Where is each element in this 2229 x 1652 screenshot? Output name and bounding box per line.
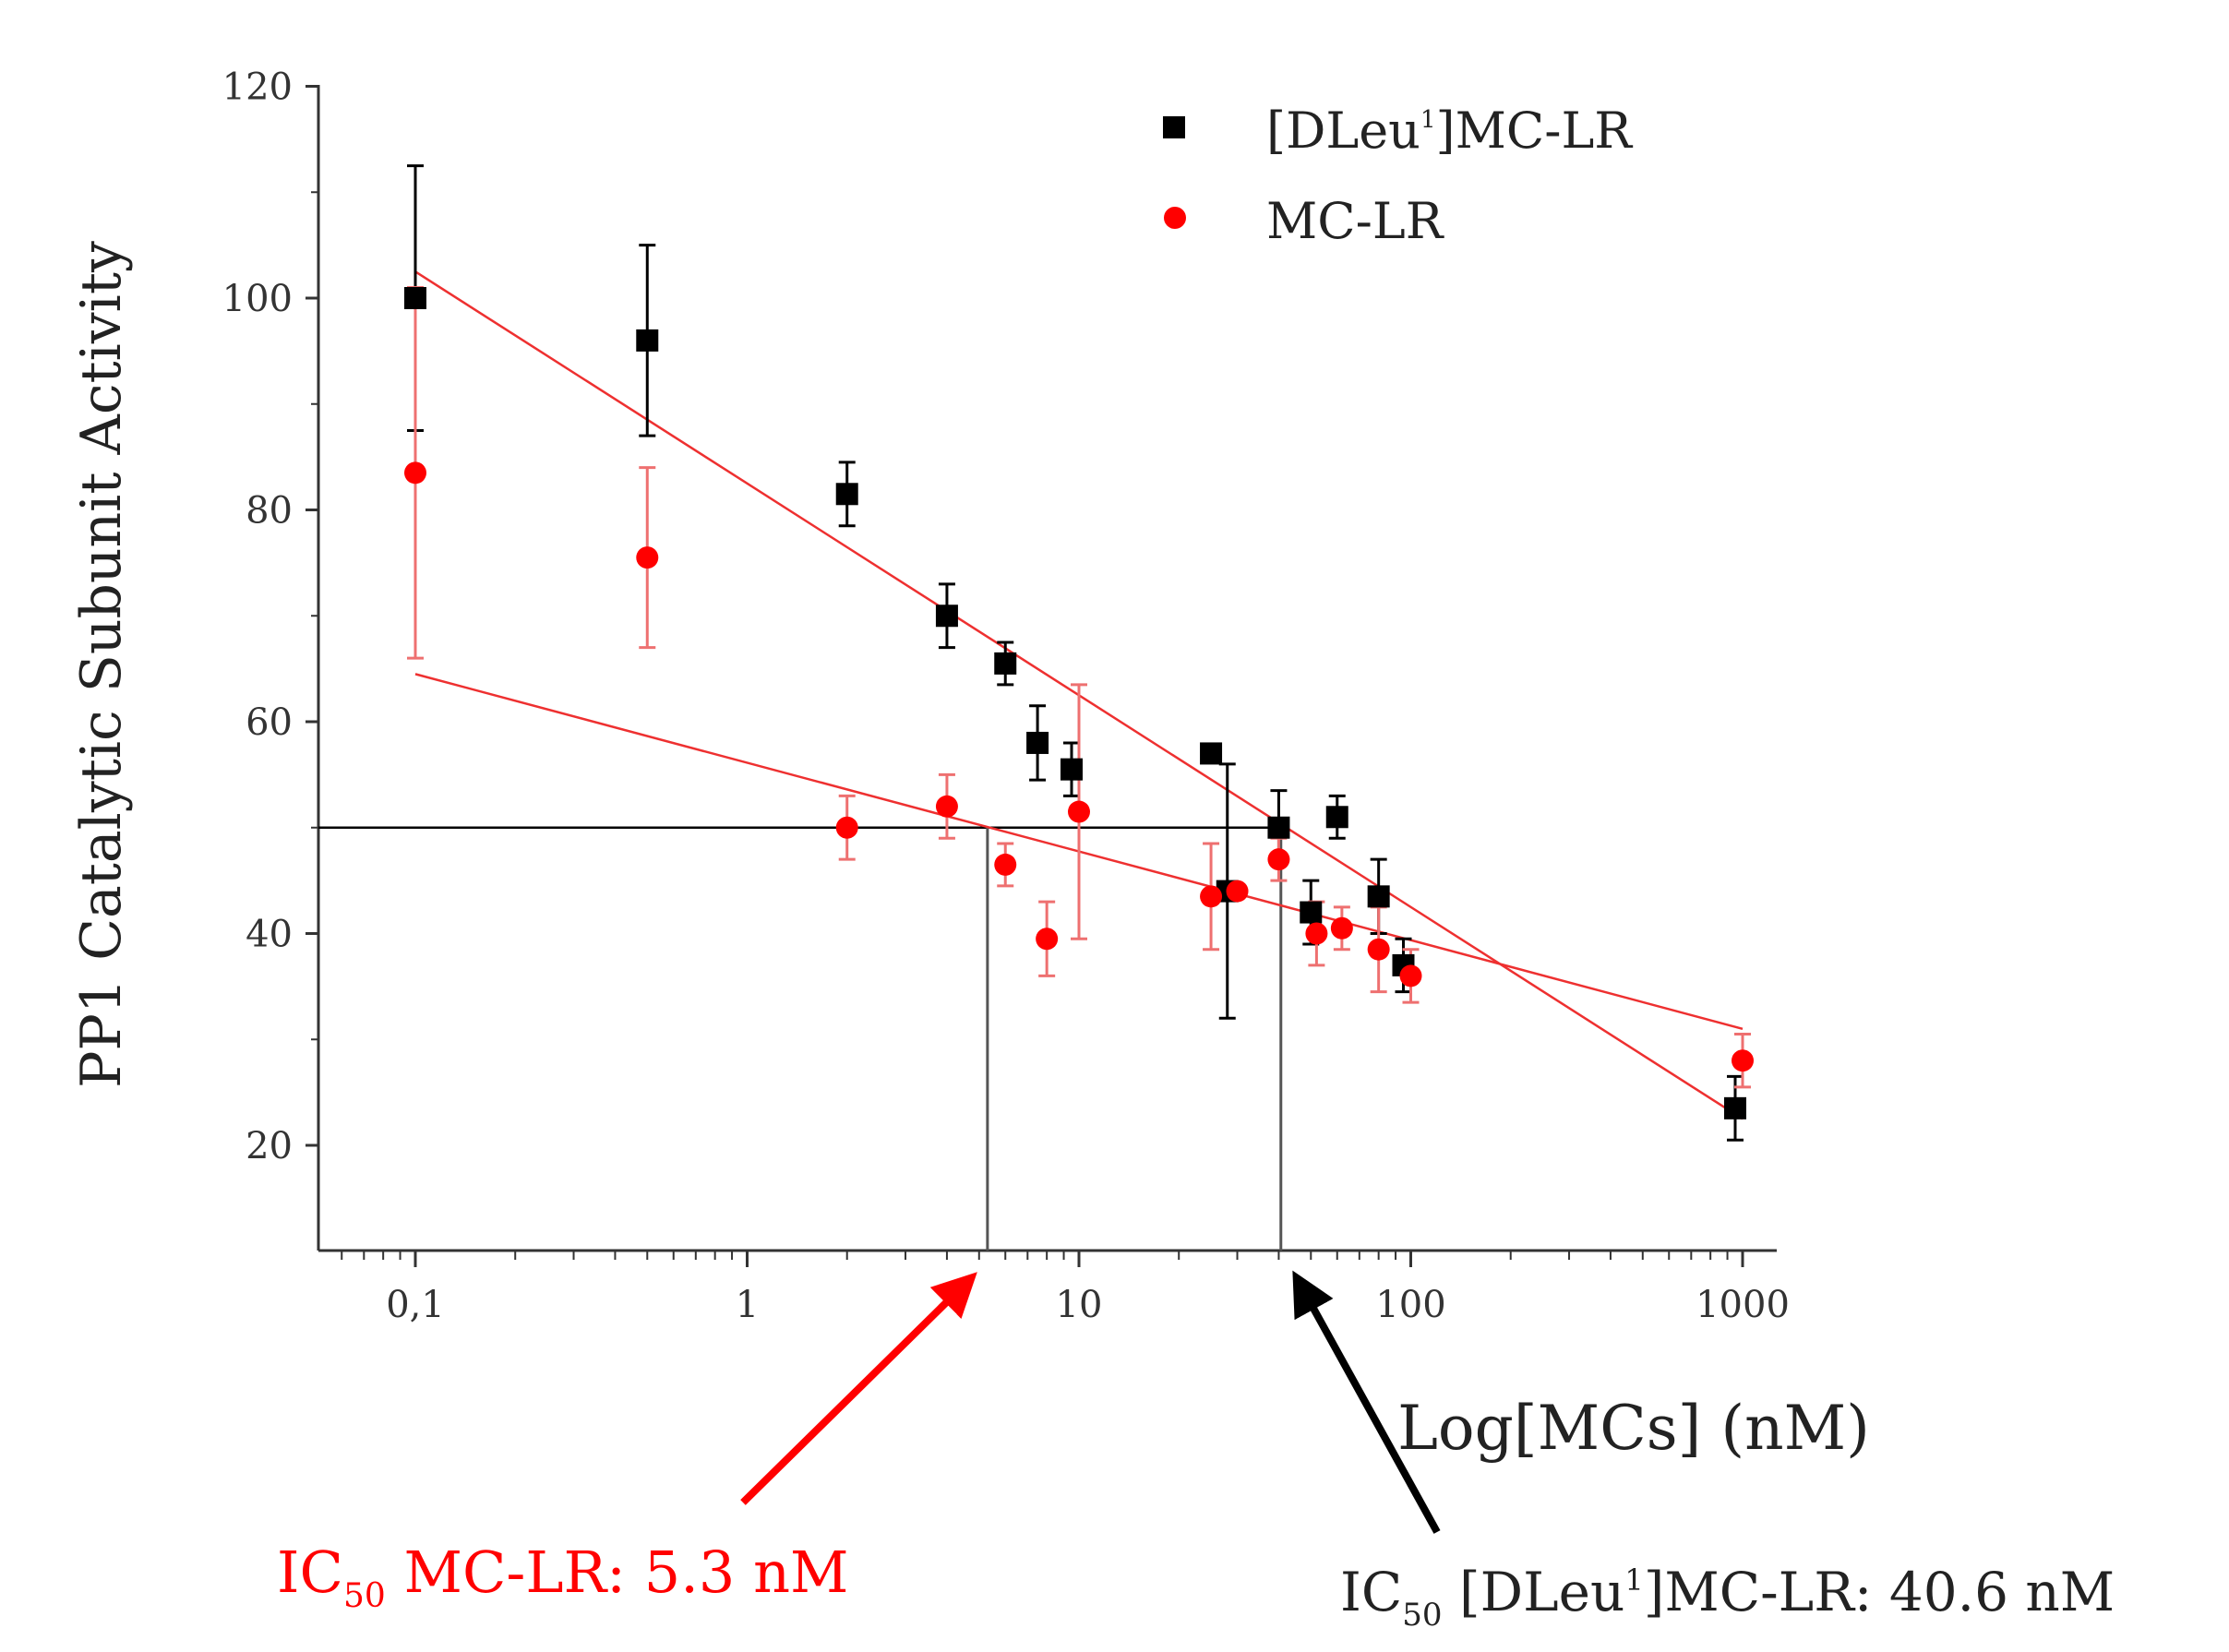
y-tick-label: 120	[222, 66, 293, 109]
data-point-mclr	[1305, 922, 1328, 945]
data-point-dleu-mclr	[994, 652, 1017, 675]
data-point-mclr	[1226, 880, 1249, 903]
data-point-dleu-mclr	[1267, 816, 1290, 839]
legend-label-mclr: MC-LR	[1266, 192, 1444, 250]
legend: [DLeu1]MC-LR MC-LR	[1163, 102, 1633, 250]
data-point-mclr	[1399, 964, 1422, 988]
data-point-mclr	[1200, 885, 1223, 908]
legend-marker-dleu	[1163, 116, 1185, 138]
annotation-ic50-dleu: IC50 [DLeu1]MC-LR: 40.6 nM	[1340, 1561, 2115, 1634]
reference-lines	[318, 826, 1283, 1251]
y-ticks: 20 40 60 80 100 120	[222, 66, 318, 1167]
x-axis-label: Log[MCs] (nM)	[1397, 1393, 1870, 1464]
y-tick-label: 100	[222, 278, 293, 320]
y-tick-label: 60	[246, 701, 293, 744]
data-point-mclr	[1732, 1049, 1754, 1072]
data-point-dleu-mclr	[1300, 901, 1323, 924]
data-point-mclr	[1367, 938, 1390, 961]
data-point-dleu-mclr	[1367, 885, 1390, 908]
data-point-dleu-mclr	[1200, 742, 1223, 765]
x-tick-label: 100	[1375, 1284, 1445, 1326]
data-point-mclr	[835, 816, 858, 839]
data-point-dleu-mclr	[1723, 1096, 1746, 1119]
data-point-dleu-mclr	[1026, 731, 1049, 754]
y-tick-label: 80	[246, 490, 293, 533]
data-point-mclr	[404, 461, 426, 485]
y-tick-label: 20	[246, 1125, 293, 1167]
x-tick-label: 1	[736, 1284, 759, 1326]
data-points	[404, 287, 1754, 1119]
axes	[317, 85, 1777, 1252]
data-point-mclr	[935, 795, 958, 818]
x-tick-label: 1000	[1696, 1284, 1790, 1326]
data-point-dleu-mclr	[1325, 806, 1348, 829]
x-tick-label: 10	[1056, 1284, 1103, 1326]
data-point-mclr	[1068, 800, 1090, 823]
data-point-mclr	[1330, 916, 1353, 940]
y-tick-label: 40	[246, 914, 293, 956]
data-point-mclr	[994, 853, 1017, 876]
data-point-mclr	[1036, 928, 1059, 951]
data-point-dleu-mclr	[835, 483, 858, 506]
data-point-dleu-mclr	[935, 605, 958, 628]
data-point-dleu-mclr	[636, 329, 659, 352]
data-point-mclr	[636, 546, 659, 569]
data-point-mclr	[1267, 848, 1290, 871]
annotation-ic50-mclr: IC50 MC-LR: 5.3 nM	[277, 1538, 849, 1615]
error-bars	[407, 164, 1751, 1142]
arrow-ic50-dleu	[1292, 1270, 1441, 1534]
legend-marker-mclr	[1164, 207, 1186, 229]
y-axis-label: PP1 Catalytic Subunit Activity	[69, 241, 134, 1088]
legend-label-dleu: [DLeu1]MC-LR	[1266, 102, 1633, 160]
arrow-ic50-mclr	[740, 1272, 977, 1505]
data-point-dleu-mclr	[1060, 758, 1083, 781]
data-point-dleu-mclr	[404, 287, 426, 309]
x-tick-label: 0,1	[386, 1284, 445, 1326]
x-ticks: 0,1 1 10 100 1000	[341, 1251, 1790, 1326]
